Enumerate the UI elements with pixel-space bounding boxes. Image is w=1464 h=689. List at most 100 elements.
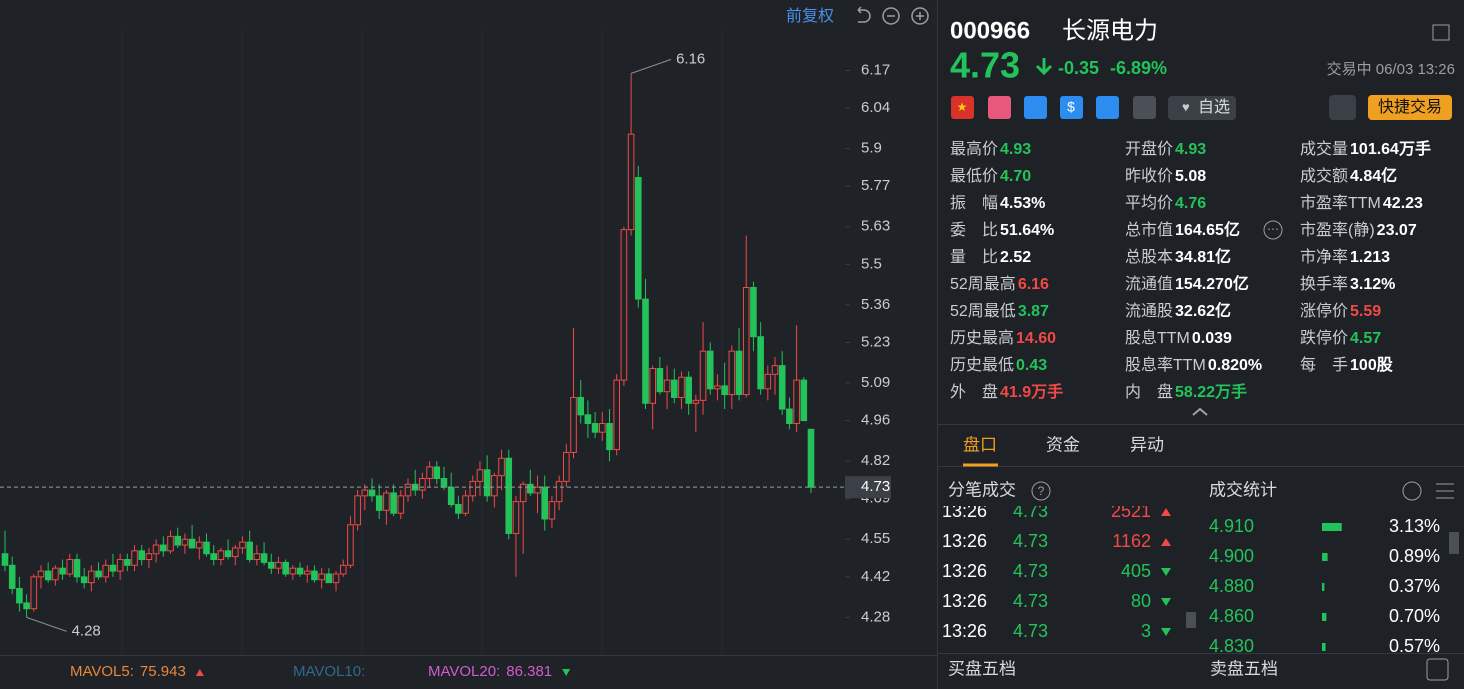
candle-body [440, 477, 448, 488]
more-dots: ⋯ [1267, 222, 1279, 236]
adjust-button[interactable]: 前复权 [786, 7, 834, 25]
candle-body [678, 376, 685, 398]
annotation-label: 6.16 [676, 50, 705, 67]
stat-value: 154.270亿 [1175, 274, 1249, 293]
y-tick-label: 5.36 [861, 296, 890, 313]
help-mark: ? [1038, 484, 1045, 498]
svg-text:$: $ [1067, 99, 1075, 115]
trade-volume: 3 [1141, 621, 1151, 641]
candle-body [131, 550, 138, 566]
candle-body [570, 396, 577, 453]
more-icon[interactable] [1263, 220, 1283, 240]
candle-body [634, 177, 642, 300]
candle-body [109, 564, 117, 572]
indicator-name: MAVOL20: [428, 663, 500, 680]
trade-price: 4.73 [1013, 561, 1048, 581]
candle-body [66, 559, 74, 575]
candle-body [188, 538, 196, 549]
stat-value: 23.07 [1377, 222, 1417, 239]
stat-pct: 3.13% [1389, 516, 1440, 536]
candle-body [742, 287, 750, 396]
stat-label: 最低价 [950, 167, 998, 185]
list-icon[interactable] [1436, 483, 1454, 499]
stats-title: 成交统计 [1209, 480, 1277, 499]
candle-body [339, 564, 347, 575]
stat-pct: 0.70% [1389, 606, 1440, 626]
candle-body [534, 486, 541, 494]
trade-status: 交易中 06/03 13:26 [1327, 60, 1455, 78]
candle-body [37, 570, 45, 578]
volume-bar [1322, 553, 1328, 561]
layout-icon[interactable] [1432, 24, 1450, 41]
candle-body [476, 469, 484, 482]
y-tick-label: 4.42 [861, 568, 890, 585]
stat-label: 市盈率TTM [1300, 194, 1381, 212]
down-arrow [1035, 58, 1053, 76]
trade-time: 13:26 [942, 591, 987, 611]
candle-body [606, 423, 613, 451]
candle-body [649, 368, 656, 404]
watch-label[interactable]: 自选 [1198, 98, 1230, 116]
tab[interactable]: 异动 [1130, 435, 1164, 454]
candle-body [231, 547, 239, 558]
scrollbar[interactable] [1449, 532, 1459, 554]
trend-arrow [195, 669, 204, 676]
candle-body [354, 495, 361, 526]
stat-label: 量 比 [950, 248, 998, 266]
candle-body [419, 477, 426, 491]
chart-tools[interactable] [857, 6, 929, 25]
stat-label: 内 盘 [1125, 382, 1173, 401]
candle-body [786, 408, 793, 425]
bid-title: 买盘五档 [948, 659, 1016, 678]
candle-body [303, 570, 311, 575]
candle-body [778, 365, 786, 410]
tab[interactable]: 资金 [1046, 435, 1080, 454]
stat-price: 4.910 [1209, 516, 1254, 536]
tab[interactable]: 盘口 [963, 435, 997, 454]
candle-body [267, 561, 275, 569]
volume-bar [1322, 583, 1325, 591]
candle-body [735, 350, 743, 396]
candle-body [361, 489, 369, 497]
trade-button[interactable] [1368, 95, 1452, 120]
trade-price: 4.73 [1013, 531, 1048, 551]
scrollbar[interactable] [1186, 612, 1196, 628]
candle-body [52, 567, 59, 581]
options-icon[interactable] [1402, 481, 1422, 501]
y-tick-label: 5.5 [861, 255, 882, 272]
trade-price: 4.73 [1013, 501, 1048, 521]
candle-body [289, 567, 297, 575]
stat-value: 2.52 [1000, 249, 1031, 266]
trade-price: 4.73 [1013, 591, 1048, 611]
collapse-icon[interactable] [1192, 407, 1208, 416]
trade-label[interactable]: 快捷交易 [1378, 98, 1442, 116]
candle-body [253, 553, 261, 561]
candle-body [95, 570, 102, 578]
stat-value: 4.93 [1000, 141, 1031, 158]
volume-bar [1322, 523, 1342, 531]
trade-direction [1161, 628, 1171, 636]
stat-price: 4.830 [1209, 636, 1254, 656]
stat-label: 市净率 [1300, 248, 1348, 266]
alert-button[interactable] [1329, 95, 1356, 120]
trade-volume: 405 [1121, 561, 1151, 581]
candle-body [311, 570, 318, 581]
candle-body [375, 495, 383, 511]
chart-bg [0, 0, 937, 689]
svg-text:★: ★ [957, 100, 968, 114]
annotation-leader [26, 616, 67, 632]
stat-value: 41.9万手 [1000, 382, 1063, 401]
stock-name: 长源电力 [1062, 17, 1158, 44]
stat-value: 164.65亿 [1175, 220, 1240, 239]
watch-button[interactable] [1168, 96, 1236, 120]
stat-value: 0.43 [1016, 357, 1047, 374]
help-icon[interactable] [1031, 481, 1051, 501]
s-icon[interactable] [1426, 658, 1449, 681]
stat-value: 32.62亿 [1175, 301, 1231, 320]
y-tick-label: 4.28 [861, 608, 890, 625]
y-tick-label: 6.04 [861, 99, 890, 116]
candle-body [642, 298, 649, 404]
tag-icons[interactable]: ★ $ [951, 96, 1156, 119]
indicator-name: MAVOL10: [293, 663, 365, 680]
